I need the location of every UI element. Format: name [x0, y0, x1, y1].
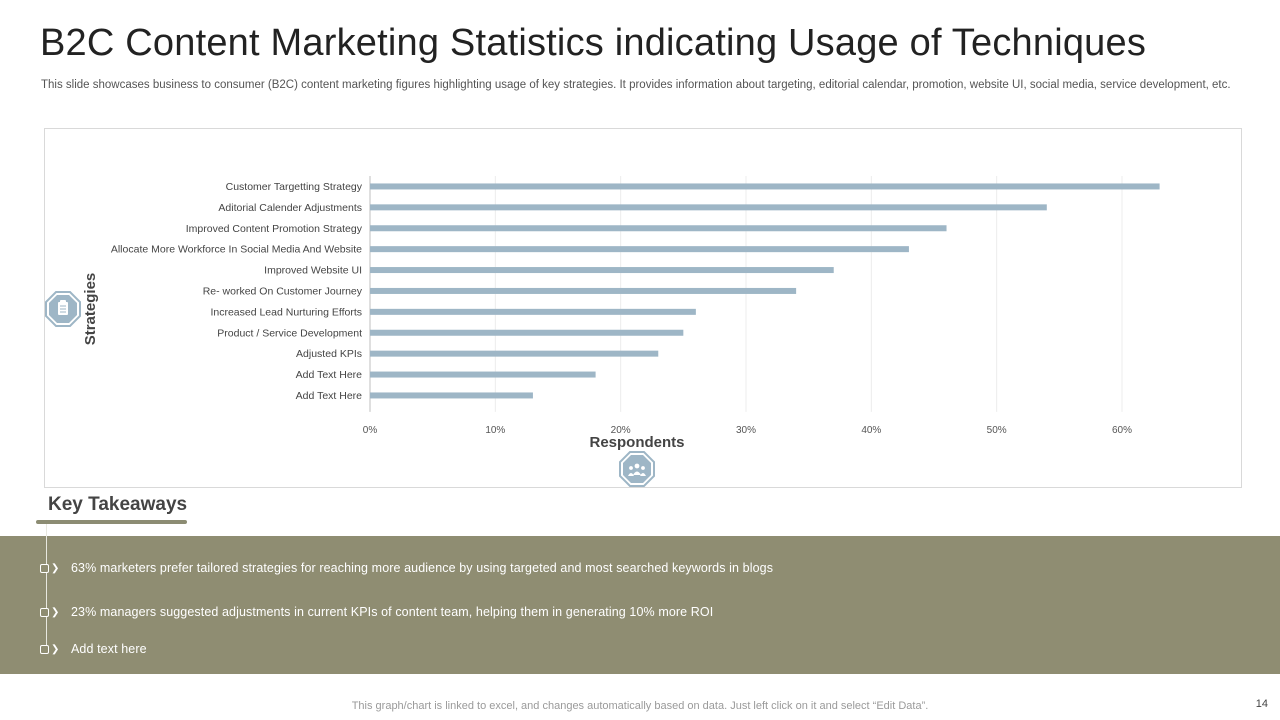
bar — [370, 183, 1160, 190]
bar — [370, 350, 659, 357]
chevron-right-icon: ❯ — [51, 606, 60, 618]
timeline-line — [46, 524, 47, 654]
y-axis-label: Strategies — [82, 273, 99, 346]
takeaway-item: ❯ 63% marketers prefer tailored strategi… — [40, 558, 773, 578]
bullet-square-icon — [40, 607, 49, 617]
takeaway-text: Add text here — [71, 642, 147, 656]
bullet-square-icon — [40, 563, 49, 573]
title-underline — [36, 520, 187, 524]
takeaways-panel — [0, 536, 1280, 674]
bar — [370, 329, 684, 336]
x-tick-label: 20% — [611, 425, 631, 436]
bar — [370, 371, 596, 378]
x-tick-label: 60% — [1112, 425, 1132, 436]
key-takeaways-title: Key Takeaways — [48, 494, 188, 515]
footer-note: This graph/chart is linked to excel, and… — [351, 700, 929, 712]
category-label: Aditorial Calender Adjustments — [218, 202, 362, 214]
takeaway-item: ❯ 23% managers suggested adjustments in … — [40, 602, 713, 622]
category-label: Increased Lead Nurturing Efforts — [210, 306, 362, 318]
x-tick-label: 50% — [987, 425, 1007, 436]
slide-title: B2C Content Marketing Statistics indicat… — [40, 22, 1147, 64]
chevron-right-icon: ❯ — [51, 643, 60, 655]
x-axis-label: Respondents — [589, 434, 684, 451]
bar — [370, 287, 797, 294]
bar — [370, 267, 834, 274]
bar-chart: Customer Targetting Strategy Aditorial Ca… — [45, 176, 1160, 487]
x-tick-labels: 0% 10% 20% 30% 40% 50% 60% — [363, 425, 1132, 436]
category-label: Improved Website UI — [264, 265, 362, 277]
chevron-right-icon: ❯ — [51, 562, 60, 574]
takeaway-item: ❯ Add text here — [40, 639, 147, 659]
category-label: Add Text Here — [296, 369, 363, 381]
category-label: Adjusted KPIs — [296, 348, 362, 360]
bar — [370, 392, 533, 399]
category-label: Allocate More Workforce In Social Media … — [111, 244, 362, 256]
bar — [370, 204, 1047, 211]
x-tick-label: 0% — [363, 425, 378, 436]
takeaway-text: 23% managers suggested adjustments in cu… — [71, 605, 714, 619]
bar — [370, 246, 909, 253]
category-label: Improved Content Promotion Strategy — [186, 223, 363, 235]
bar — [370, 308, 696, 315]
category-label: Product / Service Development — [217, 327, 362, 339]
page-number: 14 — [1255, 698, 1268, 710]
chart-container: Customer Targetting Strategy Aditorial Ca… — [44, 128, 1242, 488]
people-group-icon — [619, 451, 655, 487]
x-tick-label: 30% — [736, 425, 756, 436]
x-tick-label: 10% — [485, 425, 505, 436]
category-label: Customer Targetting Strategy — [226, 181, 363, 193]
bar — [370, 225, 947, 232]
category-labels: Customer Targetting Strategy Aditorial Ca… — [111, 181, 363, 402]
bullet-square-icon — [40, 644, 49, 654]
clipboard-icon — [45, 291, 81, 327]
chart-bars — [370, 183, 1160, 399]
x-tick-label: 40% — [861, 425, 881, 436]
category-label: Re- worked On Customer Journey — [203, 285, 363, 297]
category-label: Add Text Here — [296, 390, 363, 402]
chart-grid — [369, 176, 1123, 412]
takeaway-text: 63% marketers prefer tailored strategies… — [71, 561, 774, 575]
slide-subtitle: This slide showcases business to consume… — [41, 79, 1231, 91]
